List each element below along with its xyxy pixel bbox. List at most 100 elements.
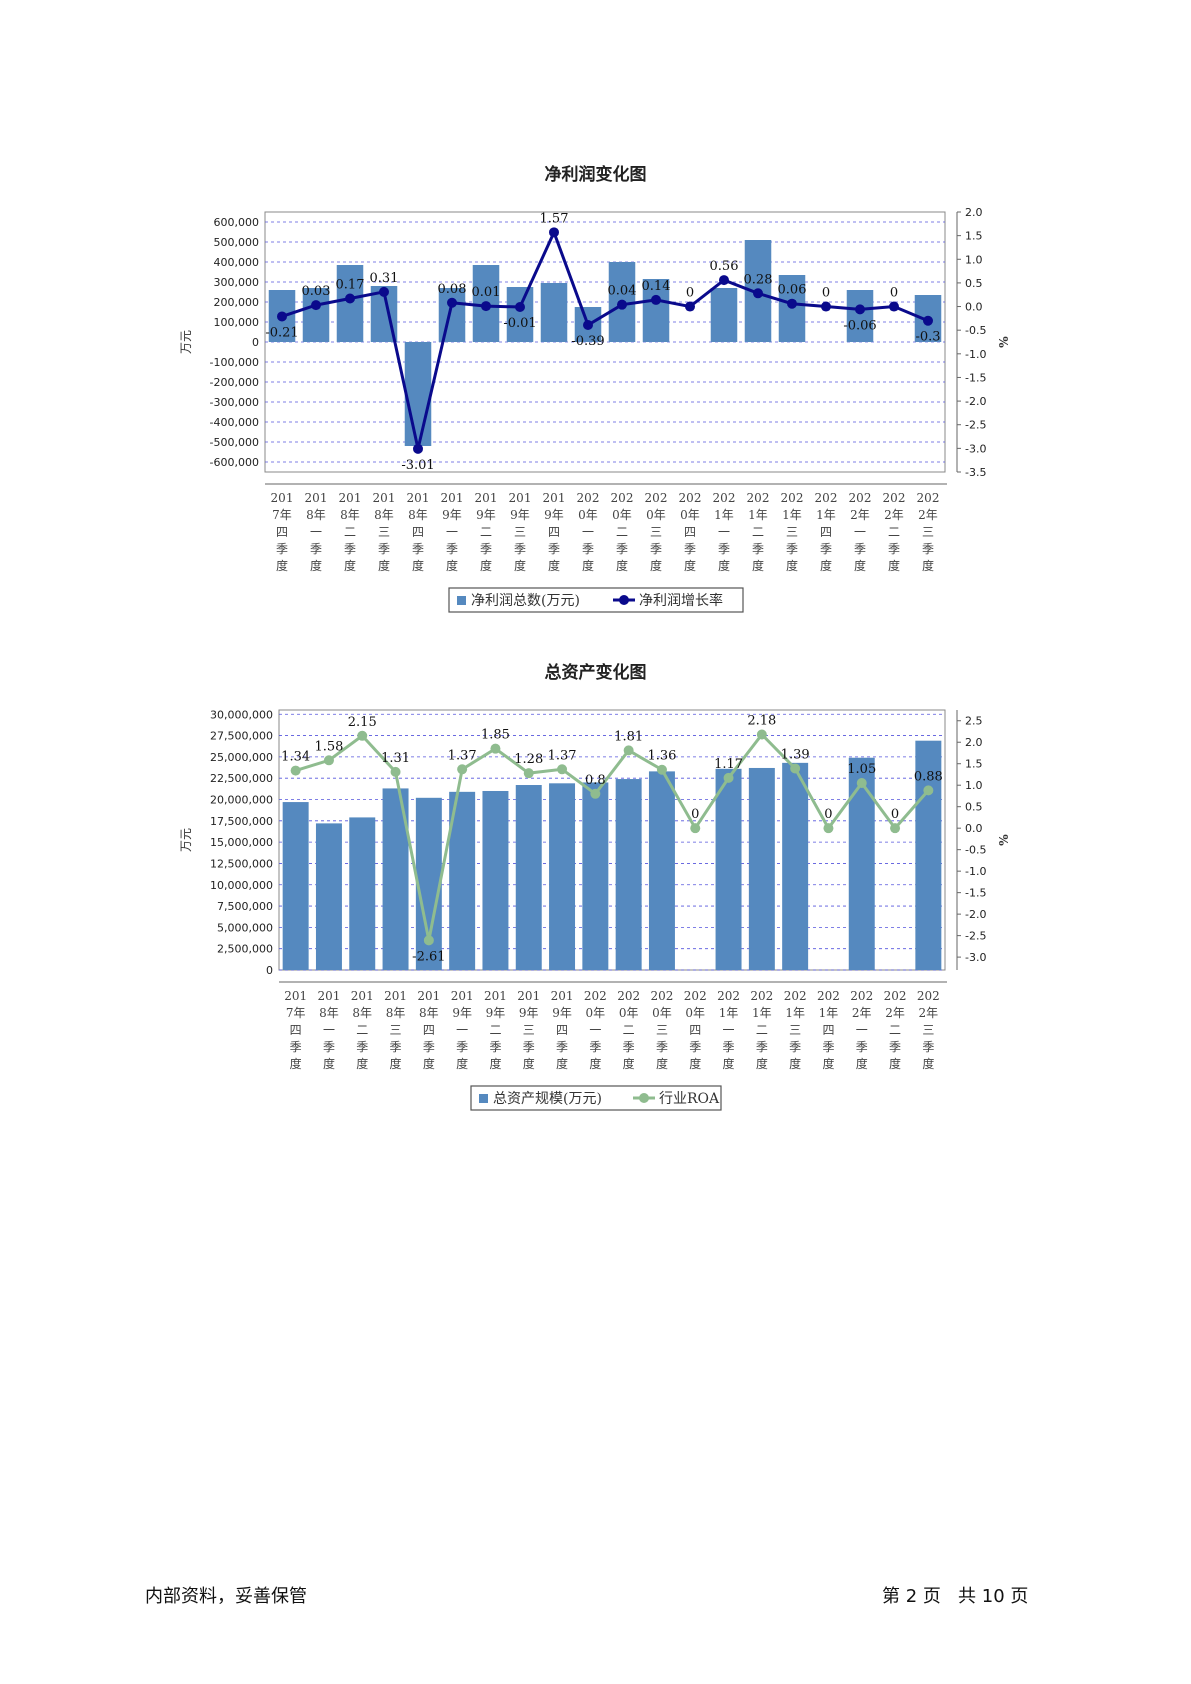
chart2-title: 总资产变化图	[544, 663, 647, 683]
bar	[349, 817, 376, 970]
data-label: 0	[686, 286, 694, 301]
bar	[715, 768, 742, 970]
line-point	[787, 298, 797, 309]
data-label: 1.36	[647, 749, 676, 764]
line-point	[690, 823, 701, 834]
x-tick-label: 201 7年四季度	[271, 491, 294, 573]
line-point	[423, 935, 434, 946]
x-tick-label: 201 9年四季度	[543, 491, 566, 573]
data-label: -0.01	[503, 316, 536, 331]
bar	[648, 771, 675, 970]
right-axis-unit-label: %	[997, 834, 1011, 846]
line-point	[515, 302, 525, 313]
line-point	[923, 315, 933, 326]
line-point	[890, 823, 901, 834]
line-point	[889, 301, 899, 312]
data-label: 0.31	[370, 271, 399, 286]
bar	[482, 790, 509, 970]
bar	[615, 779, 642, 970]
data-label: 0.17	[336, 278, 365, 293]
data-label: 2.15	[348, 715, 377, 730]
right-axis-tick-label: 2.0	[965, 736, 983, 749]
legend-bar-swatch	[479, 1094, 488, 1103]
x-tick-label: 202 2年二季度	[883, 491, 906, 573]
data-label: -0.3	[915, 330, 940, 345]
x-tick-label: 202 2年一季度	[850, 989, 873, 1071]
footer-page-number: 第 2 页 共 10 页	[882, 1586, 1029, 1607]
legend-line-label: 行业ROA	[659, 1091, 720, 1107]
x-tick-label: 201 9年三季度	[509, 491, 532, 573]
left-axis-tick-label: 0	[266, 964, 273, 977]
x-tick-label: 201 7年四季度	[284, 989, 307, 1071]
line-point	[413, 443, 423, 454]
left-axis-tick-label: 22,500,000	[210, 772, 273, 785]
left-axis-tick-label: 5,000,000	[217, 921, 273, 934]
bar	[302, 288, 330, 342]
legend-bar-swatch	[457, 596, 466, 605]
data-label: -3.01	[401, 458, 434, 473]
x-tick-label: 202 0年四季度	[679, 491, 702, 573]
legend-box	[470, 1085, 722, 1111]
line-point	[723, 772, 734, 783]
line-point	[523, 768, 534, 779]
line-point	[855, 304, 865, 315]
data-label: 0	[890, 286, 898, 301]
bar	[404, 342, 432, 446]
right-axis-tick-label: -3.0	[965, 951, 986, 964]
line-point	[457, 764, 468, 775]
x-tick-label: 201 8年三季度	[384, 989, 407, 1071]
line-point	[557, 764, 568, 775]
legend-bar-label: 净利润总数(万元)	[471, 593, 580, 609]
line-point	[753, 288, 763, 299]
right-axis-tick-label: -2.5	[965, 419, 986, 432]
x-tick-label: 202 2年三季度	[917, 989, 940, 1071]
right-axis-tick-label: -3.0	[965, 442, 986, 455]
line-point	[656, 764, 667, 775]
x-tick-label: 201 8年四季度	[417, 989, 440, 1071]
left-axis-tick-label: -200,000	[210, 376, 259, 389]
footer-left: 内部资料，妥善保管	[145, 1586, 307, 1607]
x-tick-label: 202 1年二季度	[750, 989, 773, 1071]
left-axis-tick-label: -400,000	[210, 416, 259, 429]
data-label: 1.57	[540, 211, 569, 226]
data-label: 0.14	[642, 279, 671, 294]
x-tick-label: 202 1年三季度	[781, 491, 804, 573]
line-point	[821, 301, 831, 312]
plot-area	[278, 709, 946, 971]
line-point	[277, 311, 287, 322]
line-point	[790, 763, 801, 774]
x-tick-label: 201 8年二季度	[339, 491, 362, 573]
x-tick-label: 202 0年一季度	[584, 989, 607, 1071]
left-axis-tick-label: 0	[252, 336, 259, 349]
x-tick-label: 201 8年一季度	[305, 491, 328, 573]
left-axis-tick-label: 15,000,000	[210, 836, 273, 849]
data-label: 0.56	[710, 259, 739, 274]
right-axis-tick-label: 2.0	[965, 206, 983, 219]
x-tick-label: 201 8年一季度	[317, 989, 340, 1071]
line-point	[583, 319, 593, 330]
right-axis-tick-label: 1.5	[965, 230, 983, 243]
data-label: 1.85	[481, 728, 510, 743]
legend-line-marker	[639, 1093, 649, 1103]
net-profit-chart: 600,000 500,000 400,000 300,000 200,000 100,0…	[179, 206, 1011, 613]
x-tick-label: 201 9年一季度	[441, 491, 464, 573]
line-point	[290, 765, 301, 776]
x-tick-label: 202 0年二季度	[617, 989, 640, 1071]
x-tick-label: 201 9年三季度	[517, 989, 540, 1071]
x-tick-label: 201 8年四季度	[407, 491, 430, 573]
data-label: 0	[824, 807, 832, 822]
right-axis-tick-label: 2.5	[965, 715, 983, 728]
right-axis-tick-label: -2.0	[965, 395, 986, 408]
line-point	[617, 299, 627, 310]
left-axis-tick-label: -600,000	[210, 456, 259, 469]
bar	[846, 290, 874, 342]
x-tick-label: 202 0年二季度	[611, 491, 634, 573]
data-label: 1.37	[548, 748, 577, 763]
left-axis-tick-label: 20,000,000	[210, 794, 273, 807]
bar	[549, 783, 576, 970]
x-tick-label: 202 0年三季度	[645, 491, 668, 573]
data-label: 2.18	[747, 713, 776, 728]
line-point	[923, 785, 934, 796]
line-point	[651, 294, 661, 305]
growth-line	[295, 732, 930, 941]
